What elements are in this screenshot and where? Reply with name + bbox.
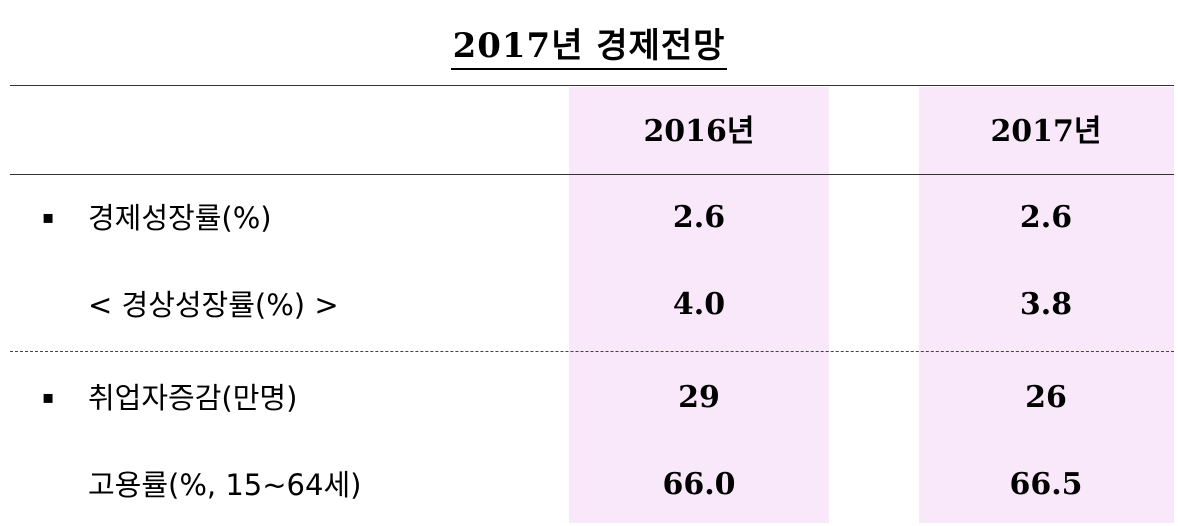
- header-2017: 2017년: [990, 114, 1102, 149]
- row-employment-change-2017: 26: [1025, 380, 1067, 415]
- row-nominal-growth-2017: 3.8: [1019, 287, 1073, 322]
- column-2016-highlight: [569, 87, 829, 523]
- row-employment-change-2016: 29: [678, 380, 720, 415]
- row-gdp-growth-2017: 2.6: [1019, 200, 1073, 235]
- row-label-employment-change: 취업자증감(만명): [88, 381, 298, 415]
- section-divider: [10, 351, 1174, 352]
- row-gdp-growth-2016: 2.6: [672, 200, 726, 235]
- row-employment-rate-2017: 66.5: [1009, 467, 1083, 502]
- header-bottom-border: [10, 174, 1174, 175]
- row-nominal-growth-2016: 4.0: [672, 287, 726, 322]
- row-employment-rate-2016: 66.0: [662, 467, 736, 502]
- header-2016: 2016년: [643, 114, 755, 149]
- row-label-nominal-growth: < 경상성장률(%) >: [88, 288, 339, 322]
- page-title: 2017년 경제전망: [0, 18, 1178, 70]
- row-label-gdp-growth: 경제성장률(%): [88, 201, 272, 235]
- table-top-border: [10, 85, 1174, 86]
- bullet-icon: ▪: [42, 387, 55, 408]
- title-text: 2017년 경제전망: [450, 26, 728, 70]
- column-2017-highlight: [919, 87, 1174, 523]
- bullet-icon: ▪: [42, 207, 55, 228]
- row-label-employment-rate: 고용률(%, 15~64세): [88, 468, 362, 502]
